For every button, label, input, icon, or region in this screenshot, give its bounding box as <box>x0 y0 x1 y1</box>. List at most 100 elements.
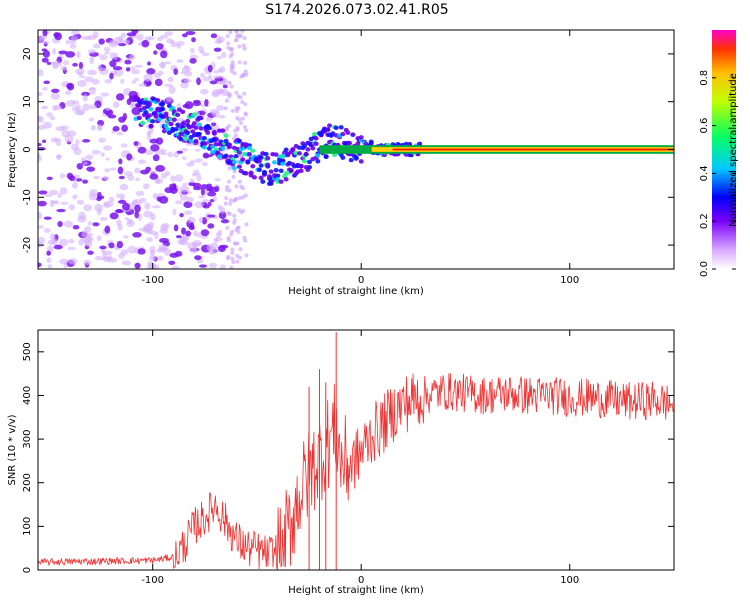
spectrogram-cell <box>160 106 166 112</box>
spectrogram-cell <box>129 54 136 61</box>
spectrogram-cell <box>116 219 122 227</box>
spectrogram-cell <box>278 168 284 173</box>
spectrogram-cell <box>194 255 202 261</box>
spectrogram-cell <box>122 202 131 211</box>
spectrogram-cell <box>118 158 123 165</box>
spectrogram-cell <box>244 128 249 133</box>
spectrogram-xtick-label: 100 <box>560 275 579 286</box>
spectrogram-cell <box>46 245 54 253</box>
spectrogram-cell <box>38 211 43 220</box>
spectrogram-cell <box>120 249 129 256</box>
spectrogram-cell <box>198 264 208 268</box>
spectrogram-cell <box>71 106 79 112</box>
spectrogram-cell <box>216 55 223 60</box>
spectrogram-cell <box>107 114 117 119</box>
spectrogram-cell <box>154 78 163 87</box>
spectrogram-cell <box>122 112 127 121</box>
spectrogram-cell <box>137 248 146 255</box>
spectrogram-cell <box>200 49 205 54</box>
spectrogram-cell <box>338 125 344 130</box>
spectrogram-cell <box>83 226 92 233</box>
spectrogram-cell <box>174 174 184 182</box>
spectrogram-cell <box>217 245 226 252</box>
spectrogram-cell <box>240 73 245 78</box>
spectrogram-cell <box>235 127 240 132</box>
spectrogram-cell <box>230 247 235 252</box>
spectrogram-cell <box>228 198 233 203</box>
spectrogram-cell <box>159 228 169 235</box>
spectrogram-cell <box>76 199 85 205</box>
spectrogram-cell <box>237 117 242 122</box>
spectrogram-cell <box>152 154 160 162</box>
spectrogram-cell <box>275 176 281 182</box>
spectrogram-cell <box>112 101 120 109</box>
spectrogram-cell <box>226 210 231 215</box>
spectrogram-cell <box>237 60 242 65</box>
spectrogram-cell <box>64 134 74 143</box>
spectrogram-cell <box>241 208 246 213</box>
spectrogram-cell <box>74 110 85 116</box>
spectrogram-cell <box>163 248 172 256</box>
spectrogram-cell <box>233 153 239 159</box>
spectrogram-cell <box>155 43 164 50</box>
spectrogram-cell <box>115 209 123 213</box>
spectrogram-cell <box>131 69 140 75</box>
spectrogram-cell <box>207 223 215 229</box>
spectrogram-cell <box>230 229 235 234</box>
spectrogram-cell <box>201 142 207 147</box>
spectrogram-cell <box>121 260 132 266</box>
spectrogram-cell <box>141 39 150 48</box>
spectrogram-cell <box>185 30 196 36</box>
spectrogram-cell <box>209 108 219 115</box>
spectrogram-cell <box>38 142 42 147</box>
spectrogram-cell <box>60 65 68 71</box>
spectrogram-cell <box>145 113 151 118</box>
spectrogram-cell <box>132 232 142 238</box>
spectrogram-cell <box>76 163 83 170</box>
spectrogram-cell <box>306 164 312 170</box>
spectrogram-cell <box>226 41 231 46</box>
spectrogram-cell <box>241 43 246 48</box>
spectrogram-cell <box>112 125 120 132</box>
spectrogram-cell <box>137 159 146 164</box>
spectrogram-cell <box>198 115 204 121</box>
spectrogram-cell <box>148 107 154 112</box>
spectrogram-cell <box>38 200 47 207</box>
spectrogram-cell <box>227 80 232 85</box>
spectrogram-cell <box>204 98 209 107</box>
spectrogram-cell <box>246 145 252 151</box>
colorbar-tick-label: 0.2 <box>699 213 710 229</box>
spectrogram-cell <box>130 66 136 70</box>
spectrogram-cell <box>76 51 81 59</box>
spectrogram-cell <box>135 190 145 197</box>
spectrogram-cell <box>194 158 203 163</box>
colorbar: 0.0 0.2 0.4 0.6 0.8 Normalized spectral ampl… <box>699 30 739 277</box>
spectrogram-cell <box>179 212 184 218</box>
spectrogram-cell <box>82 138 91 143</box>
spectrogram-cell <box>228 30 233 35</box>
spectrogram-cell <box>323 154 329 159</box>
spectrogram-cell <box>214 177 221 182</box>
spectrogram-cell <box>46 112 53 118</box>
spectrogram-cell <box>229 265 234 269</box>
spectrogram-cell <box>187 216 196 224</box>
spectrogram-cell <box>116 240 124 249</box>
spectrogram-cell <box>83 204 93 212</box>
spectrogram-cell <box>169 183 177 190</box>
spectrogram-cell <box>219 264 226 269</box>
spectrogram-cell <box>200 72 205 78</box>
spectrogram-cell <box>131 107 141 116</box>
spectrogram-cell <box>196 122 202 127</box>
spectrogram-cell <box>51 88 60 93</box>
spectrogram-cell <box>230 250 235 255</box>
spectrogram-cell <box>172 208 177 216</box>
snr-series-line <box>38 372 674 570</box>
spectrogram-cell <box>120 32 127 38</box>
spectrogram-cell <box>78 211 86 220</box>
spectrogram-cell <box>183 201 193 209</box>
spectrogram-cell <box>91 149 101 155</box>
spectrogram-cell <box>243 112 248 117</box>
spectrogram-cell <box>78 61 84 70</box>
spectrogram-cell <box>53 244 63 250</box>
